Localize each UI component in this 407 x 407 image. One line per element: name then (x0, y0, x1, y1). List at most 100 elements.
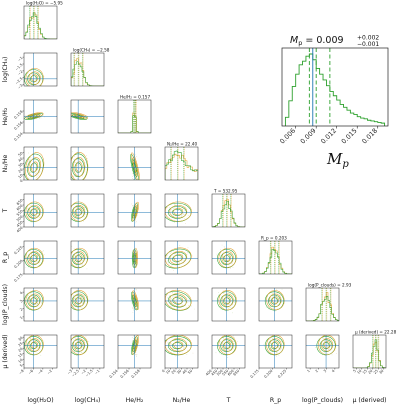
sample-point (36, 171, 37, 173)
sample-point (76, 165, 78, 167)
sample-point (186, 306, 188, 308)
sample-point (179, 344, 181, 345)
sample-point (78, 115, 79, 117)
panel-5-1 (70, 240, 105, 275)
sample-point (28, 263, 30, 265)
x-tick-label: −1.5 (85, 369, 94, 378)
sample-point (38, 264, 40, 266)
sample-point (220, 248, 222, 250)
sample-point (229, 349, 230, 350)
sample-point (232, 304, 234, 306)
sample-point (77, 295, 78, 296)
contour-orange (169, 204, 188, 219)
panel-4-3 (164, 193, 199, 228)
sample-point (71, 151, 73, 153)
sample-point (233, 348, 234, 349)
sample-point (271, 289, 273, 291)
sample-point (79, 344, 81, 346)
sample-point (70, 304, 71, 305)
sample-point (172, 296, 174, 298)
sample-point (278, 355, 280, 356)
y-tick-label: 3 (19, 299, 23, 303)
sample-point (187, 299, 189, 301)
sample-point (27, 296, 28, 298)
sample-point (131, 337, 133, 338)
sample-point (80, 181, 81, 182)
sample-point (79, 211, 81, 213)
sample-point (83, 216, 85, 217)
sample-point (28, 168, 30, 170)
sample-point (170, 343, 172, 345)
sample-point (171, 209, 173, 211)
sample-point (279, 295, 281, 297)
x-tick-label: 2 (315, 369, 319, 373)
sample-point (314, 347, 316, 348)
sample-point (83, 220, 84, 222)
x-axis-label: log(P_clouds) (302, 397, 343, 404)
sample-point (75, 162, 77, 164)
sample-point (29, 337, 31, 339)
sample-point (273, 308, 274, 309)
sample-point (176, 307, 177, 309)
sample-point (225, 296, 227, 297)
panel-5-3 (164, 240, 199, 275)
sample-point (30, 338, 32, 340)
y-tick-label: 0 (19, 178, 24, 183)
sample-point (35, 301, 37, 303)
contour-orange (28, 251, 41, 265)
corner-plot: log(H₂O) = −5.95−3−2.5−2−1.5−1log(CH₄)lo… (2, 1, 397, 405)
contour-green (71, 339, 85, 352)
sample-point (69, 116, 70, 117)
y-tick-label: 4 (19, 290, 24, 295)
sample-point (216, 253, 218, 255)
sample-point (30, 293, 32, 294)
sample-point (131, 170, 133, 172)
sample-point (27, 73, 29, 74)
contour-orange (169, 338, 188, 352)
sample-point (232, 267, 234, 268)
sample-point (26, 166, 27, 168)
sample-point (178, 252, 180, 254)
sample-point (170, 211, 172, 213)
x-tick-label: 450 (211, 368, 219, 376)
sample-point (35, 346, 37, 347)
sample-point (39, 172, 40, 174)
sample-point (34, 249, 36, 251)
panel-7-7: μ (derived) = 22.28 5 10 15 20 25 30 μ (derived… (352, 330, 396, 405)
sample-point (81, 352, 83, 353)
sample-point (172, 347, 174, 349)
marginal-hist-green (24, 12, 57, 39)
sample-point (177, 307, 179, 309)
sample-point (28, 178, 29, 179)
sample-point (34, 341, 36, 343)
contour-orange (73, 205, 86, 219)
sample-point (234, 299, 235, 301)
sample-point (42, 251, 44, 252)
sample-point (37, 305, 39, 307)
sample-point (67, 350, 68, 351)
sample-point (272, 349, 274, 351)
sample-point (28, 299, 29, 301)
sample-point (327, 344, 329, 346)
sample-point (26, 164, 28, 165)
mass-title: Mp = 0.009 (290, 35, 344, 47)
panel-frame (70, 99, 105, 134)
sample-point (34, 210, 36, 212)
sample-point (223, 247, 225, 249)
contour-green (27, 252, 40, 265)
sample-point (35, 299, 37, 300)
sample-point (32, 207, 34, 209)
contour-orange (25, 290, 44, 311)
panel-6-1 (70, 287, 105, 322)
sample-point (219, 301, 221, 303)
y-tick-label: 2 (19, 307, 23, 311)
sample-point (67, 177, 68, 178)
panel-7-3: 0 10 20 30 40 50 N₂/He (161, 334, 199, 404)
sample-point (28, 161, 30, 162)
sample-point (226, 353, 228, 355)
sample-point (68, 218, 69, 219)
sample-point (82, 302, 84, 304)
mass-x-tick-label: 0.015 (340, 127, 359, 146)
x-tick-label: 20 (171, 368, 178, 375)
sample-point (135, 289, 137, 291)
